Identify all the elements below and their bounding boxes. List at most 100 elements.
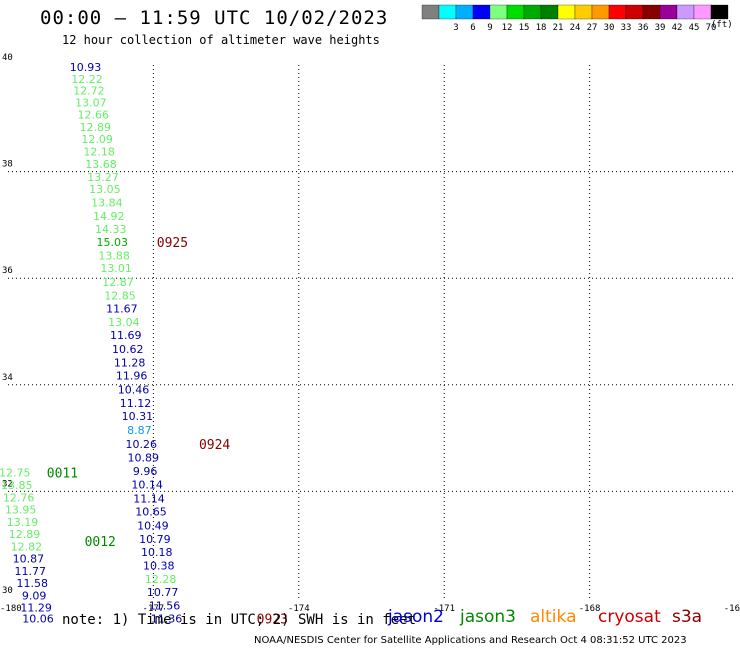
legend-swatch xyxy=(557,4,576,20)
legend-tick-label: 42 xyxy=(672,23,683,33)
credit-line: NOAA/NESDIS Center for Satellite Applica… xyxy=(254,635,687,646)
y-tick-label: 34 xyxy=(2,373,13,383)
swh-value-point: 11.14 xyxy=(133,492,165,505)
y-tick-label: 30 xyxy=(2,586,13,596)
legend-swatch xyxy=(506,4,525,20)
swh-value-point: 10.26 xyxy=(126,438,158,451)
swh-value-point: 9.96 xyxy=(133,465,158,478)
satellite-label-altika: altika xyxy=(530,607,577,627)
swh-value-point: 10.06 xyxy=(22,612,54,625)
swh-value-point: 13.07 xyxy=(75,96,107,109)
pass-time-label: 0924 xyxy=(199,438,230,453)
swh-value-point: 13.88 xyxy=(98,249,130,262)
swh-value-point: 11.56 xyxy=(149,599,181,612)
swh-value-point: 12.09 xyxy=(81,133,113,146)
axis-tick-labels: -180 -177 -174 -171 -168 -16 40 38 36 34 32 30 xyxy=(0,53,740,614)
swh-value-point: 11.12 xyxy=(120,397,152,410)
pass-time-label: 0923 xyxy=(257,612,288,627)
x-tick-label: -168 xyxy=(579,604,601,614)
swh-value-point: 11.96 xyxy=(116,370,148,383)
legend-swatch xyxy=(591,4,610,20)
swh-value-point: 10.93 xyxy=(70,61,102,74)
legend-tick-label: 9 xyxy=(487,23,492,33)
pass-time-label: 0012 xyxy=(85,535,116,550)
footnote: note: 1) Time is in UTC; 2) SWH is in fe… xyxy=(62,612,417,628)
swh-value-point: 10.89 xyxy=(127,451,159,464)
swh-value-point: 12.76 xyxy=(3,491,35,504)
swh-value-point: 12.28 xyxy=(145,573,177,586)
swh-points: 10.9312.2212.7213.0712.6612.8912.0912.18… xyxy=(0,61,182,625)
swh-value-point: 11.69 xyxy=(110,329,142,342)
swh-value-point: 13.95 xyxy=(5,504,37,517)
legend-swatch xyxy=(625,4,644,20)
legend-swatch xyxy=(642,4,661,20)
y-tick-label: 40 xyxy=(2,53,13,63)
swh-value-point: 13.04 xyxy=(108,316,140,329)
legend-swatch xyxy=(523,4,542,20)
x-tick-label: -174 xyxy=(288,604,310,614)
swh-value-point: 10.46 xyxy=(118,384,150,397)
y-tick-label: 38 xyxy=(2,160,13,170)
swh-value-point: 12.87 xyxy=(102,276,134,289)
legend-unit-label: (ft) xyxy=(711,20,733,30)
lat-lon-grid xyxy=(8,65,735,598)
x-tick-label: -16 xyxy=(724,604,740,614)
legend-swatch xyxy=(489,4,508,20)
legend-swatch xyxy=(659,4,678,20)
legend-tick-label: 24 xyxy=(570,23,581,33)
x-tick-label: -180 xyxy=(0,604,22,614)
swh-value-point: 15.03 xyxy=(96,236,128,249)
legend-tick-label: 18 xyxy=(536,23,547,33)
swh-value-point: 12.85 xyxy=(104,289,136,302)
pass-time-labels: 0925 0924 0923 0011 0012 xyxy=(47,236,288,627)
swh-value-point: 9.09 xyxy=(22,589,47,602)
swh-value-point: 14.33 xyxy=(95,223,127,236)
legend-swatch xyxy=(472,4,491,20)
map-title: 00:00 – 11:59 UTC 10/02/2023 xyxy=(40,7,389,29)
swh-value-point: 13.05 xyxy=(89,183,121,196)
legend-tick-label: 70 xyxy=(706,23,717,33)
legend-tick-label: 21 xyxy=(553,23,564,33)
color-legend: 3 6 9 12 15 18 21 24 27 30 33 36 39 42 45 70 xyxy=(421,4,729,33)
swh-value-point: 11.77 xyxy=(15,565,47,578)
legend-swatch xyxy=(438,4,457,20)
legend-swatch xyxy=(455,4,474,20)
pass-time-label: 0925 xyxy=(157,236,188,251)
swh-value-point: 11.29 xyxy=(20,602,52,615)
satellite-label-cryosat: cryosat xyxy=(598,607,661,627)
swh-value-point: 10.49 xyxy=(137,520,169,533)
legend-tick-label: 30 xyxy=(604,23,615,33)
swh-value-point: 13.68 xyxy=(85,158,117,171)
swh-value-point: 12.75 xyxy=(0,467,31,480)
swh-value-point: 13.85 xyxy=(1,479,33,492)
swh-value-point: 13.27 xyxy=(87,171,119,184)
x-tick-label: -171 xyxy=(433,604,455,614)
y-tick-label: 36 xyxy=(2,266,13,276)
legend-tick-label: 3 xyxy=(453,23,458,33)
y-tick-label: 32 xyxy=(2,479,13,489)
swh-value-point: 10.79 xyxy=(139,533,171,546)
swh-value-point: 11.67 xyxy=(106,303,138,316)
satellite-label-jason2: jason2 xyxy=(388,607,444,627)
pass-time-label: 0011 xyxy=(47,467,78,482)
legend-swatch xyxy=(710,4,729,20)
swh-value-point: 12.66 xyxy=(78,109,110,122)
x-tick-label: -177 xyxy=(143,604,165,614)
swh-value-point: 13.84 xyxy=(91,197,123,210)
swh-value-point: 11.58 xyxy=(16,577,48,590)
legend-swatch xyxy=(421,4,440,20)
swh-value-point: 13.19 xyxy=(7,516,39,529)
legend-tick-label: 36 xyxy=(638,23,649,33)
swh-value-point: 10.31 xyxy=(122,410,154,423)
swh-value-point: 11.36 xyxy=(151,612,183,625)
swh-value-point: 12.89 xyxy=(79,121,111,134)
swh-value-point: 10.18 xyxy=(141,546,173,559)
legend-swatch xyxy=(676,4,695,20)
legend-tick-label: 12 xyxy=(502,23,513,33)
legend-tick-label: 15 xyxy=(519,23,530,33)
satellite-label-jason3: jason3 xyxy=(460,607,516,627)
swh-value-point: 12.18 xyxy=(83,145,115,158)
legend-tick-label: 45 xyxy=(689,23,700,33)
legend-tick-label: 27 xyxy=(587,23,598,33)
